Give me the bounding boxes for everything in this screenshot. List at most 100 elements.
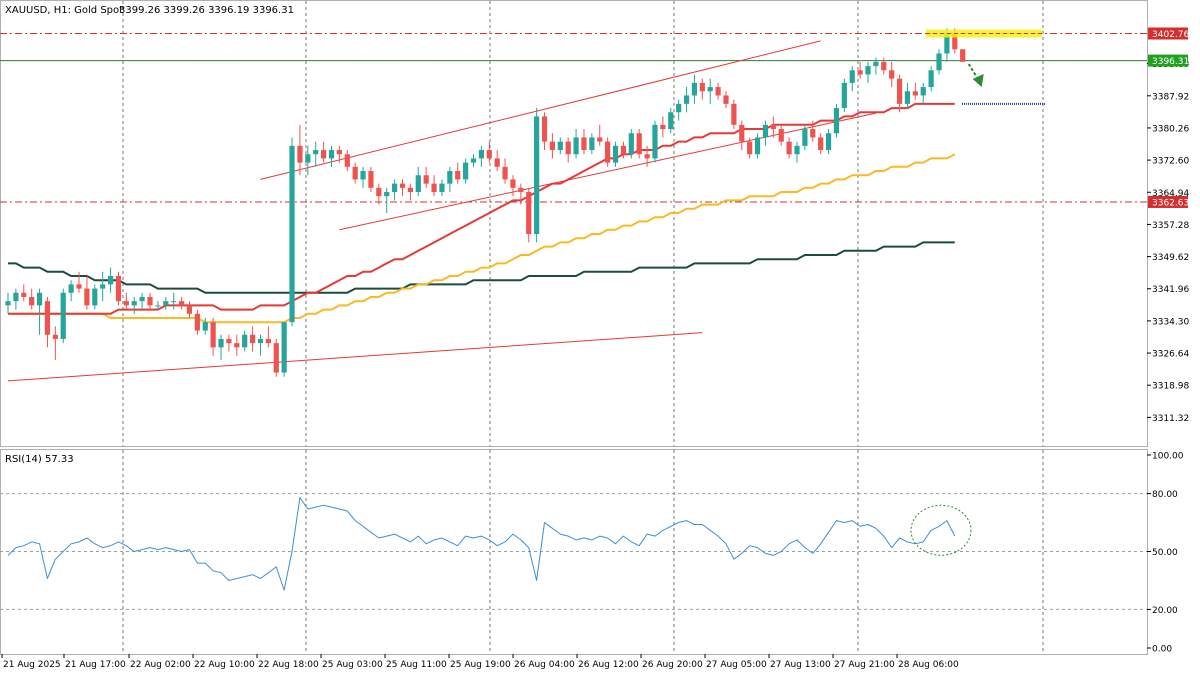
candle-body [486, 150, 492, 159]
rsi-pane-frame [0, 449, 1148, 655]
candle-body [707, 87, 713, 92]
candle-body [889, 70, 895, 79]
price-axis-label: 3357.28 [1152, 221, 1189, 231]
time-axis-label: 21 Aug 17:00 [65, 660, 126, 670]
candle-body [155, 305, 161, 307]
candle-body [249, 334, 256, 344]
candle-body [360, 171, 366, 180]
candle-body [447, 171, 453, 184]
candle-body [368, 171, 374, 188]
time-axis-label: 26 Aug 04:00 [514, 660, 575, 670]
candle-body [912, 91, 918, 96]
candle-body [439, 183, 445, 193]
candle-body [683, 95, 690, 104]
time-axis-label: 25 Aug 03:00 [322, 660, 383, 670]
candle-body [289, 145, 295, 323]
candle-body [770, 124, 776, 130]
support-tag [1148, 195, 1188, 208]
candle-body [44, 301, 51, 335]
rsi-axis-label: 50.00 [1152, 548, 1178, 558]
candle-body [715, 87, 721, 96]
candle-body [731, 103, 737, 125]
candle-body [810, 129, 816, 138]
candle-body [502, 166, 508, 180]
candle-body [226, 338, 232, 344]
candle-body [518, 187, 524, 193]
candle-body [747, 141, 753, 155]
time-axis-label: 21 Aug 2025 [3, 660, 61, 670]
price-axis-label: 3364.94 [1152, 189, 1189, 199]
ma-slow-line [8, 241, 955, 294]
candle-body [557, 141, 563, 151]
rsi-axis[interactable]: 100.00 80.00 50.00 20.00 0.00 [1147, 452, 1184, 655]
candle-body [612, 145, 619, 163]
candle-body [415, 175, 421, 193]
candles [5, 28, 966, 377]
candle-body [952, 32, 958, 50]
candle-body [636, 133, 642, 155]
candle-body [273, 343, 279, 373]
resistance-tag [1148, 27, 1188, 40]
price-axis-label: 3334.30 [1152, 317, 1189, 327]
candle-body [115, 275, 122, 302]
candle-body [5, 301, 11, 306]
trendlines[interactable] [7, 40, 877, 382]
candle-body [344, 154, 350, 167]
candle-body [794, 145, 800, 155]
candle-body [739, 124, 745, 142]
candle-body [313, 150, 319, 155]
candle-body [13, 292, 19, 302]
price-axis-label: 3311.32 [1152, 414, 1189, 424]
annotations [926, 29, 1045, 105]
price-pane[interactable]: XAUUSD, H1: Gold Spot 3399.26 3399.26 33… [0, 0, 1148, 447]
current-price-label: 3396.31 [1152, 57, 1189, 67]
candle-body [644, 154, 650, 159]
candle-body [541, 116, 548, 142]
rsi-pane[interactable]: RSI(14) 57.33 [0, 449, 1148, 655]
candle-body [305, 154, 311, 163]
candle-body [218, 338, 224, 348]
candle-body [68, 284, 74, 293]
price-pane-frame [0, 0, 1148, 447]
candle-body [478, 150, 484, 159]
rsi-axis-label: 100.00 [1152, 452, 1184, 462]
candle-body [352, 166, 358, 180]
time-axis-label: 25 Aug 19:00 [450, 660, 511, 670]
price-axis[interactable]: 3395.603387.923380.263372.603364.943357.… [1147, 27, 1189, 424]
time-axis-label: 27 Aug 21:00 [834, 660, 895, 670]
rsi-series-line [7, 497, 956, 591]
candle-body [178, 301, 185, 306]
candle-body [833, 108, 840, 134]
rsi-axis-label: 20.00 [1152, 606, 1178, 616]
candle-body [234, 343, 240, 348]
price-grid [122, 1, 1044, 446]
candle-body [186, 305, 193, 314]
candle-body [336, 150, 342, 155]
candle-body [171, 301, 177, 303]
candle-body [281, 322, 287, 373]
candle-body [920, 87, 926, 96]
chart-ohlc-values: 3399.26 3399.26 3396.19 3396.31 [119, 5, 294, 16]
candle-body [242, 334, 248, 348]
candle-body [297, 145, 303, 163]
channel-upper-line [260, 40, 821, 180]
time-axis-label: 27 Aug 05:00 [706, 660, 767, 670]
candle-body [328, 150, 335, 159]
time-axis-label: 25 Aug 11:00 [386, 660, 447, 670]
ma-mid-line [8, 153, 956, 324]
candle-body [605, 141, 611, 163]
price-axis-label: 3326.64 [1152, 350, 1189, 360]
candle-body [691, 82, 698, 96]
candle-body [139, 296, 145, 302]
candle-body [565, 141, 571, 155]
candle-body [802, 129, 808, 146]
time-axis[interactable]: 21 Aug 2025 21 Aug 17:00 22 Aug 02:00 22 Au… [1, 654, 959, 670]
resistance-label: 3402.76 [1152, 30, 1189, 40]
rsi-highlight-circle [910, 504, 972, 556]
current-price-tag [1148, 54, 1188, 67]
candle-body [668, 112, 674, 130]
candle-body [534, 116, 540, 234]
price-axis-label: 3372.60 [1152, 157, 1189, 167]
candle-body [904, 91, 911, 104]
